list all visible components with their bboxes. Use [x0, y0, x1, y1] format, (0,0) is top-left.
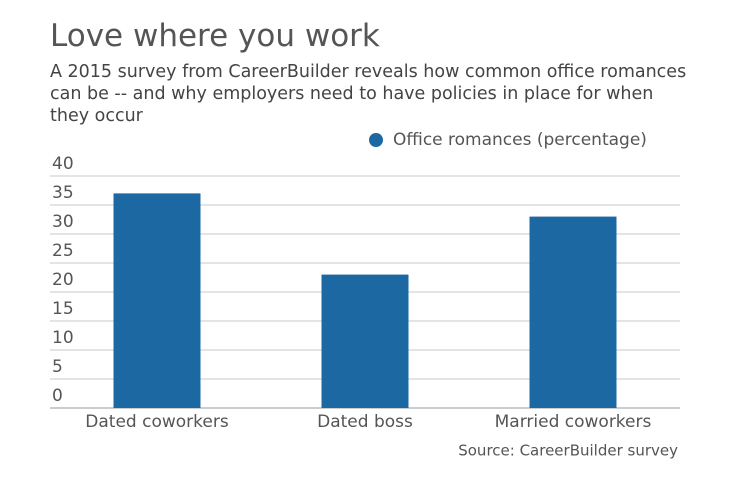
y-tick-label: 0 — [52, 386, 63, 406]
y-tick-label: 35 — [52, 183, 74, 203]
x-tick-label: Dated coworkers — [85, 412, 229, 432]
x-tick-label: Married coworkers — [495, 412, 652, 432]
chart-subtitle: A 2015 survey from CareerBuilder reveals… — [50, 62, 687, 126]
legend-marker — [369, 133, 383, 147]
y-tick-label: 30 — [52, 212, 74, 232]
bar — [321, 274, 409, 408]
y-tick-label: 5 — [52, 357, 63, 377]
source: Source: CareerBuilder survey — [458, 442, 678, 460]
y-tick-label: 10 — [52, 328, 74, 348]
bar — [113, 193, 201, 408]
bar — [529, 216, 617, 408]
chart-title: Love where you work — [50, 18, 380, 54]
legend-label: Office romances (percentage) — [393, 130, 647, 150]
y-tick-label: 20 — [52, 270, 74, 290]
y-tick-label: 40 — [52, 154, 74, 174]
x-tick-label: Dated boss — [317, 412, 413, 432]
y-tick-label: 15 — [52, 299, 74, 319]
y-tick-label: 25 — [52, 241, 74, 261]
